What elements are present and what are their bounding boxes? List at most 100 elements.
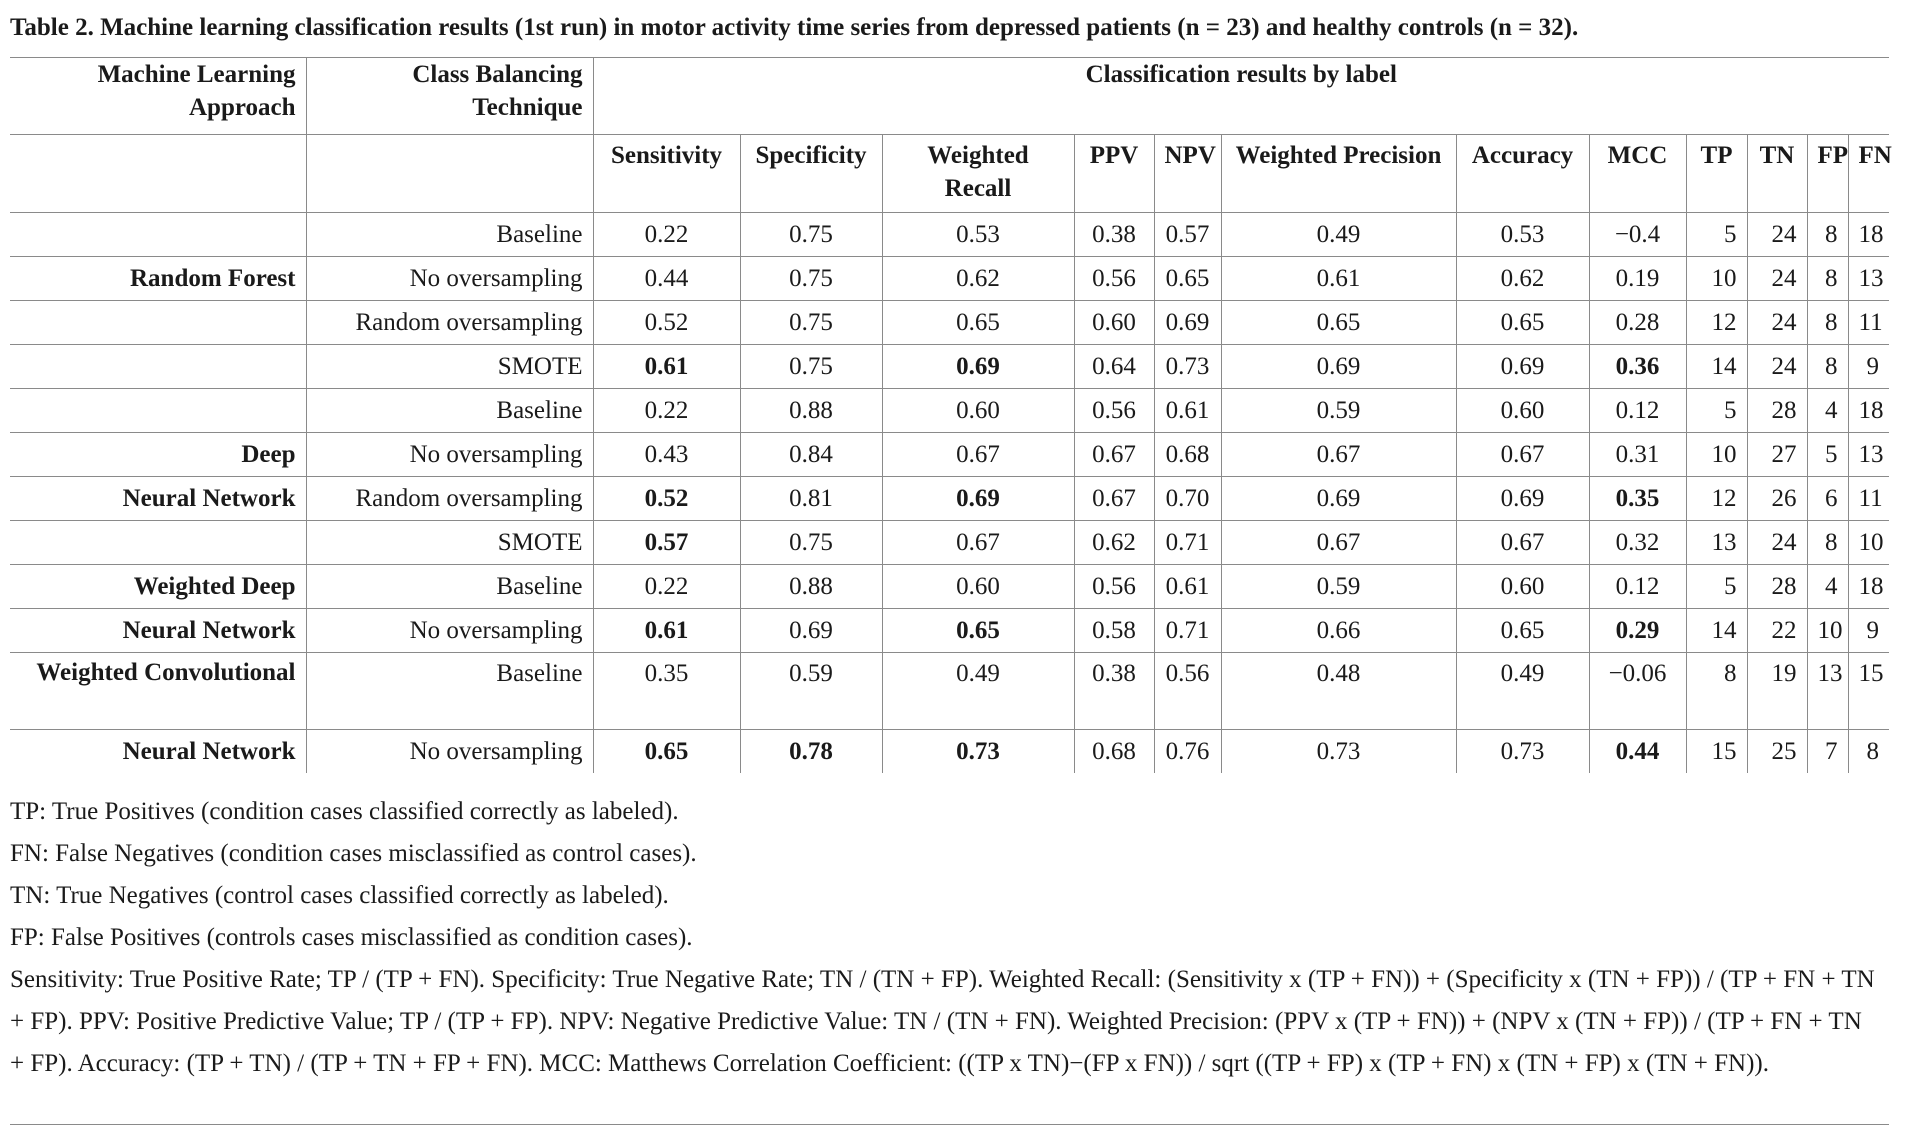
technique-cell: Random oversampling — [305, 475, 593, 520]
header-row-2: Sensitivity Specificity Weighted Recall … — [10, 133, 1892, 212]
approach-cell — [10, 387, 306, 432]
cell-fn: 9 — [1847, 607, 1889, 652]
cell-sensitivity: 0.61 — [592, 343, 740, 388]
cell-tp: 13 — [1685, 519, 1747, 564]
results-table: Machine Learning Approach Class Balancin… — [10, 58, 1892, 773]
cell-weighted-precision: 0.59 — [1220, 563, 1456, 608]
approach-cell — [10, 519, 306, 564]
cell-mcc: 0.19 — [1588, 255, 1686, 300]
cell-npv: 0.71 — [1153, 607, 1221, 652]
cell-tp: 5 — [1685, 387, 1747, 432]
cell-tn: 24 — [1746, 211, 1807, 256]
cell-weighted-precision: 0.66 — [1220, 607, 1456, 652]
cell-accuracy: 0.65 — [1455, 607, 1589, 652]
cell-weighted-recall: 0.65 — [881, 299, 1074, 344]
cell-weighted-precision: 0.59 — [1220, 387, 1456, 432]
cell-mcc: 0.32 — [1588, 519, 1686, 564]
approach-cell: Neural Network — [10, 475, 306, 520]
cell-fp: 10 — [1806, 607, 1848, 652]
cell-sensitivity: 0.52 — [592, 475, 740, 520]
cell-weighted-precision: 0.69 — [1220, 475, 1456, 520]
cell-weighted-recall: 0.49 — [881, 651, 1074, 729]
technique-cell: Baseline — [305, 651, 593, 729]
footnote-fn: FN: False Negatives (condition cases mis… — [10, 840, 697, 867]
cell-npv: 0.57 — [1153, 211, 1221, 256]
cell-tn: 25 — [1746, 728, 1807, 773]
cell-weighted-recall: 0.73 — [881, 728, 1074, 773]
table-row: Baseline 0.22 0.88 0.60 0.56 0.61 0.59 0.60 0.12… — [10, 387, 1889, 432]
col-npv: NPV — [1153, 133, 1221, 212]
cell-fp: 13 — [1806, 651, 1848, 729]
cell-sensitivity: 0.22 — [592, 563, 740, 608]
table-row: Neural Network No oversampling 0.65 0.78 0.7… — [10, 728, 1889, 773]
cell-specificity: 0.84 — [739, 431, 882, 476]
cell-weighted-recall: 0.65 — [881, 607, 1074, 652]
header-empty-2 — [305, 133, 593, 212]
cell-specificity: 0.69 — [739, 607, 882, 652]
cell-accuracy: 0.67 — [1455, 519, 1589, 564]
technique-cell: No oversampling — [305, 431, 593, 476]
table-row: SMOTE 0.57 0.75 0.67 0.62 0.71 0.67 0.67 0.32 13 2… — [10, 519, 1889, 564]
cell-tp: 5 — [1685, 211, 1747, 256]
header-results-group: Classification results by label — [592, 58, 1889, 134]
approach-cell: Weighted Convolutional — [10, 651, 306, 729]
cell-sensitivity: 0.61 — [592, 607, 740, 652]
cell-npv: 0.56 — [1153, 651, 1221, 729]
cell-weighted-recall: 0.67 — [881, 519, 1074, 564]
cell-mcc: 0.12 — [1588, 387, 1686, 432]
cell-fp: 8 — [1806, 211, 1848, 256]
cell-weighted-precision: 0.65 — [1220, 299, 1456, 344]
table-row: Deep No oversampling 0.43 0.84 0.67 0.67 0.68 0… — [10, 431, 1889, 476]
cell-weighted-recall: 0.60 — [881, 563, 1074, 608]
cell-weighted-recall: 0.69 — [881, 343, 1074, 388]
cell-fn: 18 — [1847, 563, 1889, 608]
cell-tp: 12 — [1685, 299, 1747, 344]
approach-cell: Neural Network — [10, 607, 306, 652]
cell-weighted-precision: 0.61 — [1220, 255, 1456, 300]
approach-cell: Neural Network — [10, 728, 306, 773]
cell-fn: 11 — [1847, 475, 1889, 520]
table-caption: Table 2. Machine learning classification… — [10, 14, 1579, 41]
header-approach: Machine Learning Approach — [97, 61, 296, 121]
cell-fp: 4 — [1806, 387, 1848, 432]
cell-tp: 15 — [1685, 728, 1747, 773]
table-row: Weighted Convolutional Baseline 0.35 0.59 0.… — [10, 651, 1889, 729]
col-mcc: MCC — [1588, 133, 1686, 212]
cell-npv: 0.65 — [1153, 255, 1221, 300]
cell-npv: 0.61 — [1153, 563, 1221, 608]
approach-cell: Deep — [10, 431, 306, 476]
col-ppv: PPV — [1073, 133, 1154, 212]
cell-tn: 22 — [1746, 607, 1807, 652]
cell-fn: 9 — [1847, 343, 1889, 388]
cell-specificity: 0.75 — [739, 211, 882, 256]
cell-fn: 10 — [1847, 519, 1889, 564]
cell-sensitivity: 0.57 — [592, 519, 740, 564]
footnote-fp: FP: False Positives (controls cases misc… — [10, 924, 693, 951]
cell-fp: 4 — [1806, 563, 1848, 608]
cell-mcc: 0.35 — [1588, 475, 1686, 520]
cell-weighted-precision: 0.48 — [1220, 651, 1456, 729]
table-row: Neural Network Random oversampling 0.52 0.8… — [10, 475, 1889, 520]
cell-fp: 8 — [1806, 255, 1848, 300]
cell-specificity: 0.75 — [739, 299, 882, 344]
col-tp: TP — [1685, 133, 1747, 212]
cell-ppv: 0.68 — [1073, 728, 1154, 773]
table-row: Random oversampling 0.52 0.75 0.65 0.60 0.69 0… — [10, 299, 1889, 344]
cell-tn: 27 — [1746, 431, 1807, 476]
col-accuracy: Accuracy — [1455, 133, 1589, 212]
col-weighted-precision: Weighted Precision — [1220, 133, 1456, 212]
cell-fn: 13 — [1847, 431, 1889, 476]
cell-fp: 8 — [1806, 343, 1848, 388]
cell-ppv: 0.60 — [1073, 299, 1154, 344]
cell-mcc: 0.31 — [1588, 431, 1686, 476]
cell-tp: 10 — [1685, 431, 1747, 476]
cell-weighted-recall: 0.62 — [881, 255, 1074, 300]
cell-mcc: 0.44 — [1588, 728, 1686, 773]
cell-weighted-precision: 0.49 — [1220, 211, 1456, 256]
cell-weighted-recall: 0.69 — [881, 475, 1074, 520]
cell-mcc: 0.36 — [1588, 343, 1686, 388]
cell-accuracy: 0.69 — [1455, 343, 1589, 388]
cell-fp: 6 — [1806, 475, 1848, 520]
bottom-rule — [10, 1124, 1889, 1125]
cell-ppv: 0.56 — [1073, 387, 1154, 432]
